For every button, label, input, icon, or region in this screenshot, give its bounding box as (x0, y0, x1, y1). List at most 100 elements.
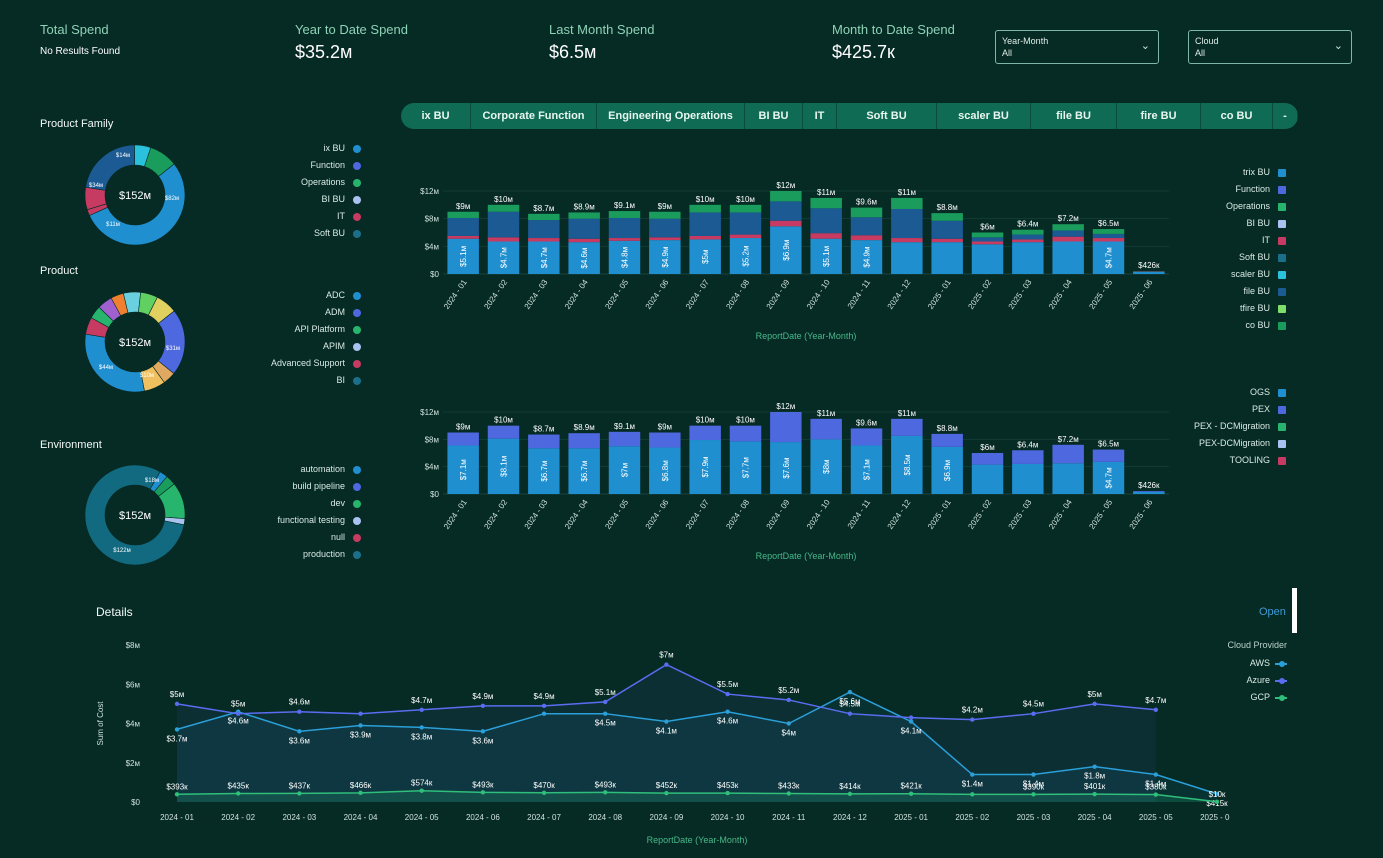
data-point[interactable] (908, 719, 914, 724)
bar-segment[interactable] (447, 445, 479, 494)
tab-10[interactable]: - (1273, 103, 1298, 129)
bar-segment[interactable] (931, 220, 963, 239)
bar-segment[interactable] (971, 464, 1004, 494)
data-point[interactable] (1031, 792, 1036, 797)
bar-segment[interactable] (770, 201, 802, 221)
bar-segment[interactable] (1092, 238, 1125, 242)
bar-segment[interactable] (971, 244, 1004, 274)
bar-segment[interactable] (528, 241, 560, 274)
bar-segment[interactable] (447, 211, 479, 218)
data-point[interactable] (847, 711, 853, 716)
bar-segment[interactable] (729, 425, 762, 442)
legend-swatch[interactable] (1278, 305, 1286, 313)
bar-segment[interactable] (971, 237, 1004, 242)
tab-3[interactable]: BI BU (745, 103, 803, 129)
bar-segment[interactable] (649, 447, 681, 494)
bar-segment[interactable] (487, 204, 520, 212)
legend-swatch[interactable] (353, 179, 361, 187)
bar-segment[interactable] (528, 213, 560, 221)
data-point[interactable] (358, 723, 363, 728)
bar-segment[interactable] (1133, 491, 1165, 494)
data-point[interactable] (786, 697, 791, 703)
bar-segment[interactable] (689, 425, 721, 441)
bar-segment[interactable] (850, 207, 883, 218)
legend-swatch[interactable] (353, 377, 361, 385)
bar-segment[interactable] (770, 191, 802, 202)
legend-swatch[interactable] (353, 360, 361, 368)
data-point[interactable] (1153, 707, 1159, 712)
bar-segment[interactable] (528, 448, 560, 494)
data-point[interactable] (603, 711, 608, 716)
legend-swatch[interactable] (1278, 322, 1286, 330)
bar-segment[interactable] (568, 212, 600, 219)
bar-segment[interactable] (729, 212, 762, 235)
bar-segment[interactable] (891, 418, 923, 436)
data-point[interactable] (847, 791, 853, 797)
legend-swatch[interactable] (353, 230, 361, 238)
bar-segment[interactable] (689, 204, 721, 213)
legend-swatch[interactable] (1278, 220, 1286, 228)
tab-0[interactable]: ix BU (401, 103, 471, 129)
data-point[interactable] (1092, 701, 1097, 707)
details-line-chart[interactable]: $0 $2м $4м $6м $8м Sum of Cost 2024 - 01 2024 -… (90, 635, 1230, 850)
data-point[interactable] (786, 791, 791, 796)
bar-segment[interactable] (528, 434, 560, 449)
data-point[interactable] (235, 791, 241, 796)
legend-swatch[interactable] (1278, 186, 1286, 194)
legend-swatch[interactable] (353, 309, 361, 317)
data-point[interactable] (725, 709, 730, 714)
bar-segment[interactable] (1092, 449, 1125, 462)
bar-segment[interactable] (810, 418, 842, 440)
tab-9[interactable]: co BU (1201, 103, 1273, 129)
legend-swatch[interactable] (353, 326, 361, 334)
bar-segment[interactable] (810, 233, 842, 239)
bar-segment[interactable] (608, 431, 641, 447)
legend-swatch[interactable] (1278, 457, 1286, 465)
data-point[interactable] (419, 725, 424, 730)
data-point[interactable] (1214, 791, 1220, 797)
bar-segment[interactable] (1092, 241, 1125, 274)
legend-swatch[interactable] (353, 213, 361, 221)
data-point[interactable] (1153, 772, 1159, 777)
cloud-filter[interactable]: Cloud All ⌄ (1188, 30, 1352, 64)
bar-segment[interactable] (447, 432, 479, 446)
bar-segment[interactable] (1012, 229, 1044, 235)
legend-swatch[interactable] (353, 343, 361, 351)
legend-swatch[interactable] (1278, 423, 1286, 431)
bar-segment[interactable] (1092, 461, 1125, 494)
bar-segment[interactable] (528, 220, 560, 239)
data-point[interactable] (480, 790, 486, 795)
data-point[interactable] (235, 711, 241, 716)
data-point[interactable] (725, 790, 730, 796)
bar-segment[interactable] (850, 217, 883, 236)
bar-segment[interactable] (810, 439, 842, 494)
data-point[interactable] (1214, 799, 1220, 805)
data-point[interactable] (664, 719, 669, 724)
bar-segment[interactable] (1012, 242, 1044, 274)
product_family-slice[interactable] (144, 147, 175, 177)
legend-swatch[interactable] (353, 517, 361, 525)
data-point[interactable] (297, 729, 302, 734)
bar-segment[interactable] (1052, 236, 1084, 242)
bar-segment[interactable] (487, 425, 520, 439)
bar-segment[interactable] (1012, 450, 1044, 464)
bar-segment[interactable] (1012, 463, 1044, 494)
bar-segment[interactable] (487, 241, 520, 274)
bar-segment[interactable] (891, 238, 923, 243)
legend-swatch[interactable] (353, 534, 361, 542)
bar-segment[interactable] (447, 238, 479, 274)
data-point[interactable] (174, 727, 180, 732)
bar-segment[interactable] (568, 242, 600, 274)
environment-donut[interactable]: $152м $18м $122м (80, 460, 190, 570)
spend-by-team-bar-chart[interactable]: $0 $4м $8м $12м $9м $7.1м 2024 - 01 $10м $8.1м 20… (400, 398, 1200, 566)
data-point[interactable] (1092, 764, 1097, 769)
bar-segment[interactable] (1052, 224, 1084, 231)
data-point[interactable] (1031, 772, 1036, 777)
data-point[interactable] (970, 772, 975, 777)
scrollbar-thumb[interactable] (1292, 588, 1297, 633)
spend-by-bu-bar-chart[interactable]: $0 $4м $8м $12м $9м $5.1м 2024 - 01 $10м $4.7м 20… (400, 175, 1200, 350)
bar-segment[interactable] (487, 211, 520, 238)
series-line-GCP[interactable] (176, 789, 1218, 803)
bar-segment[interactable] (891, 435, 923, 494)
bar-segment[interactable] (649, 237, 681, 241)
